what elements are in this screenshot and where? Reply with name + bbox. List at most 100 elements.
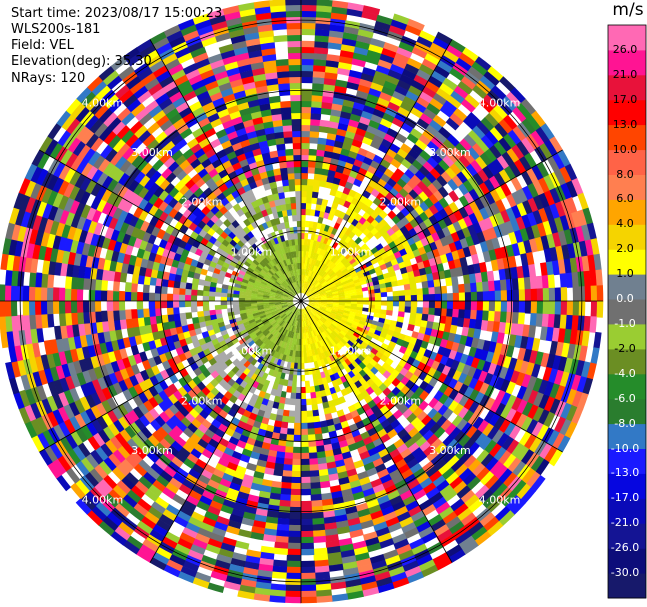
velocity-gate-cell — [308, 337, 313, 345]
velocity-gate-cell — [306, 196, 313, 204]
velocity-gate-cell — [458, 450, 473, 465]
velocity-gate-cell — [380, 453, 393, 464]
velocity-gate-cell — [314, 266, 319, 273]
velocity-gate-cell — [365, 55, 381, 66]
velocity-gate-cell — [498, 468, 513, 484]
velocity-gate-cell — [325, 276, 333, 283]
velocity-gate-cell — [443, 205, 454, 217]
velocity-gate-cell — [425, 487, 440, 500]
velocity-gate-cell — [309, 311, 315, 317]
velocity-gate-cell — [505, 207, 517, 222]
velocity-gate-cell — [342, 494, 355, 503]
velocity-gate-cell — [495, 185, 507, 200]
velocity-gate-cell — [351, 260, 359, 268]
velocity-gate-cell — [316, 222, 322, 230]
velocity-gate-cell — [430, 454, 444, 467]
velocity-gate-cell — [446, 438, 459, 452]
velocity-gate-cell — [258, 557, 274, 566]
velocity-gate-cell — [143, 510, 160, 525]
velocity-gate-cell — [349, 326, 357, 333]
velocity-gate-cell — [301, 130, 311, 138]
velocity-gate-cell — [460, 489, 476, 504]
velocity-gate-cell — [482, 301, 490, 312]
velocity-gate-cell — [349, 248, 357, 256]
velocity-gate-cell — [430, 519, 446, 532]
velocity-gate-cell — [256, 569, 273, 578]
velocity-gate-cell — [499, 279, 507, 292]
velocity-gate-cell — [476, 281, 484, 293]
velocity-gate-cell — [289, 318, 293, 325]
velocity-gate-cell — [305, 208, 311, 216]
velocity-gate-cell — [300, 596, 317, 604]
velocity-gate-cell — [347, 255, 355, 263]
velocity-gate-cell — [331, 182, 340, 191]
velocity-gate-cell — [437, 463, 452, 476]
velocity-gate-cell — [336, 252, 343, 260]
velocity-gate-cell — [148, 300, 156, 309]
velocity-gate-cell — [331, 353, 339, 361]
velocity-gate-cell — [333, 278, 341, 284]
velocity-gate-cell — [289, 398, 296, 406]
velocity-gate-cell — [596, 285, 604, 302]
velocity-gate-cell — [201, 489, 215, 501]
velocity-gate-cell — [52, 287, 60, 301]
velocity-gate-cell — [313, 559, 329, 567]
velocity-gate-cell — [185, 437, 198, 449]
velocity-gate-cell — [365, 467, 378, 477]
velocity-gate-cell — [301, 172, 309, 180]
velocity-gate-cell — [391, 474, 405, 486]
velocity-gate-cell — [321, 249, 327, 257]
velocity-gate-cell — [333, 301, 340, 304]
velocity-gate-cell — [500, 182, 512, 198]
velocity-gate-cell — [301, 238, 305, 246]
velocity-gate-cell — [430, 328, 439, 338]
velocity-gate-cell — [590, 301, 598, 318]
velocity-gate-cell — [482, 291, 490, 302]
velocity-gate-cell — [325, 289, 332, 293]
velocity-gate-cell — [259, 403, 267, 412]
velocity-gate-cell — [512, 301, 520, 314]
velocity-gate-cell — [404, 117, 418, 129]
velocity-gate-cell — [525, 471, 541, 489]
velocity-gate-cell — [347, 370, 356, 379]
velocity-gate-cell — [318, 340, 324, 347]
velocity-gate-cell — [291, 338, 296, 345]
velocity-gate-cell — [407, 442, 420, 454]
velocity-gate-cell — [314, 427, 322, 435]
velocity-gate-cell — [554, 201, 566, 218]
velocity-gate-cell — [176, 537, 193, 550]
velocity-gate-cell — [339, 375, 348, 384]
velocity-gate-cell — [520, 449, 535, 466]
velocity-gate-cell — [365, 150, 376, 161]
velocity-gate-cell — [503, 422, 516, 437]
velocity-gate-cell — [312, 373, 318, 381]
velocity-gate-cell — [319, 308, 326, 312]
velocity-gate-cell — [313, 329, 319, 336]
velocity-gate-cell — [382, 112, 396, 124]
velocity-gate-cell — [292, 326, 296, 333]
velocity-gate-cell — [358, 250, 367, 258]
velocity-gate-cell — [412, 248, 421, 258]
velocity-gate-cell — [333, 267, 341, 274]
velocity-gate-cell — [354, 552, 370, 562]
velocity-gate-cell — [559, 215, 570, 232]
velocity-gate-cell — [551, 355, 562, 371]
velocity-gate-cell — [386, 127, 399, 139]
velocity-gate-cell — [318, 468, 329, 477]
velocity-gate-cell — [148, 308, 156, 317]
velocity-gate-cell — [467, 458, 482, 473]
velocity-gate-cell — [332, 97, 345, 106]
velocity-gate-cell — [228, 436, 240, 446]
velocity-gate-cell — [291, 319, 295, 326]
velocity-gate-cell — [346, 331, 354, 338]
velocity-gate-cell — [557, 149, 571, 168]
velocity-gate-cell — [356, 326, 364, 333]
velocity-gate-cell — [422, 287, 430, 295]
velocity-gate-cell — [463, 386, 475, 399]
velocity-gate-cell — [326, 268, 333, 275]
velocity-gate-cell — [515, 372, 526, 387]
velocity-gate-cell — [305, 307, 310, 313]
velocity-gate-cell — [548, 301, 556, 316]
velocity-gate-cell — [422, 129, 436, 142]
velocity-gate-cell — [303, 244, 308, 252]
